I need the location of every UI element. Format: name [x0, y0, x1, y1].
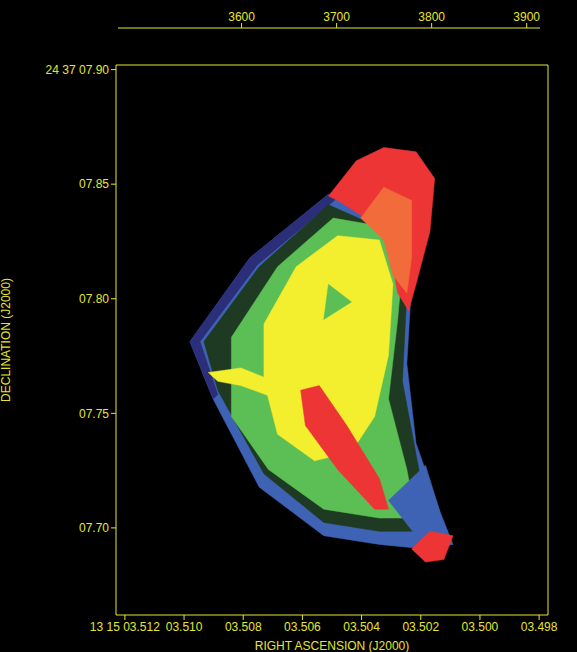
svg-text:03.508: 03.508: [225, 620, 262, 634]
svg-text:3600: 3600: [228, 10, 255, 24]
svg-text:03.510: 03.510: [166, 620, 203, 634]
svg-text:3700: 3700: [323, 10, 350, 24]
svg-text:DECLINATION (J2000): DECLINATION (J2000): [0, 278, 13, 402]
svg-text:3900: 3900: [513, 10, 540, 24]
svg-text:07.80: 07.80: [79, 292, 109, 306]
svg-text:07.85: 07.85: [79, 177, 109, 191]
svg-text:03.506: 03.506: [284, 620, 321, 634]
svg-text:3800: 3800: [418, 10, 445, 24]
svg-text:07.70: 07.70: [79, 521, 109, 535]
svg-text:03.502: 03.502: [402, 620, 439, 634]
svg-text:RIGHT ASCENSION (J2000): RIGHT ASCENSION (J2000): [255, 639, 410, 652]
svg-text:07.75: 07.75: [79, 407, 109, 421]
svg-text:13 15 03.512: 13 15 03.512: [90, 620, 160, 634]
svg-text:24 37 07.90: 24 37 07.90: [46, 63, 110, 77]
svg-text:03.504: 03.504: [343, 620, 380, 634]
svg-text:03.498: 03.498: [521, 620, 558, 634]
svg-text:03.500: 03.500: [462, 620, 499, 634]
